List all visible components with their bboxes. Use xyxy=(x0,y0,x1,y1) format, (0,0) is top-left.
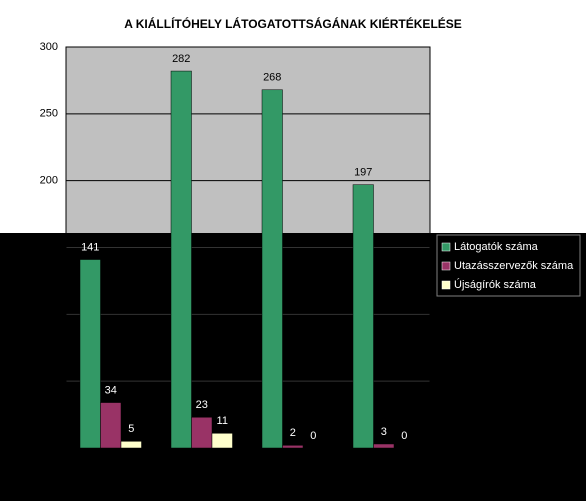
value-label: 141 xyxy=(81,241,99,253)
bar xyxy=(170,70,192,449)
y-tick-label: 100 xyxy=(40,308,58,320)
legend-box xyxy=(436,234,581,297)
bar xyxy=(79,259,101,449)
y-tick-label: 50 xyxy=(46,375,58,387)
legend-swatch xyxy=(441,280,451,290)
chart-title: A KIÁLLÍTÓHELY LÁTOGATOTTSÁGÁNAK KIÉRTÉK… xyxy=(124,16,462,31)
y-tick-label: 200 xyxy=(40,175,58,187)
y-tick-label: 150 xyxy=(40,241,58,253)
bar xyxy=(211,433,233,449)
legend-swatch xyxy=(441,261,451,271)
value-label: 282 xyxy=(172,53,190,65)
legend-label: Utazásszervezők száma xyxy=(454,260,574,272)
value-label: 23 xyxy=(196,399,208,411)
value-label: 11 xyxy=(217,415,228,427)
value-label: 5 xyxy=(128,423,134,435)
legend-swatch xyxy=(441,242,451,252)
bar xyxy=(352,184,374,449)
plot-border xyxy=(65,46,431,449)
y-tick-label: 0 xyxy=(52,442,58,454)
bar xyxy=(373,443,395,449)
legend-label: Újságírók száma xyxy=(454,278,537,291)
value-label: 197 xyxy=(354,167,372,179)
plot-area xyxy=(66,47,430,233)
y-tick-label: 250 xyxy=(40,108,58,120)
bar xyxy=(261,89,283,449)
value-label: 34 xyxy=(105,384,117,396)
bar xyxy=(282,445,304,449)
value-label: 3 xyxy=(381,426,387,438)
bar xyxy=(120,441,142,449)
value-label: 2 xyxy=(290,427,296,439)
value-label: 0 xyxy=(310,430,316,442)
bar xyxy=(191,417,213,449)
value-label: 0 xyxy=(401,430,407,442)
legend-label: Látogatók száma xyxy=(454,241,539,253)
value-label: 268 xyxy=(263,72,281,84)
bar xyxy=(100,402,122,449)
y-tick-label: 300 xyxy=(40,41,58,53)
